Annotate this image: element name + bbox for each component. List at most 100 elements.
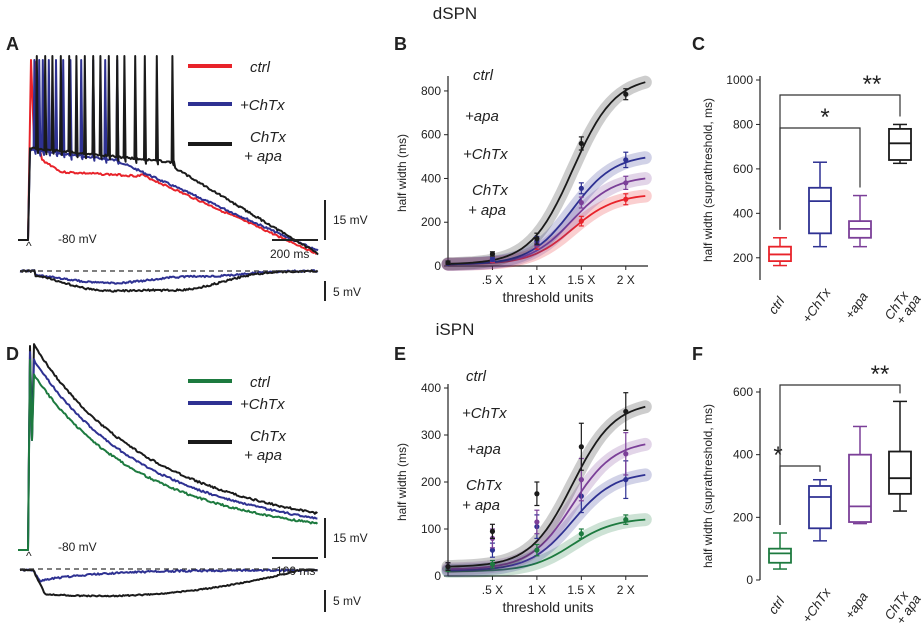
series-label: ChTx [472, 182, 508, 199]
x-tick-label: 1.5 X [567, 583, 595, 597]
panel-a-traces [18, 55, 319, 293]
data-point [489, 561, 496, 567]
data-point [578, 531, 584, 537]
scale-d-small: 5 mV [333, 594, 361, 608]
series-label: +apa [465, 108, 499, 125]
fit-line-3 [447, 81, 646, 265]
x-tick-label: 1 X [528, 273, 546, 287]
data-point [489, 528, 496, 534]
data-point [445, 564, 451, 570]
stim-marker-a: ^ [26, 239, 32, 253]
x-axis-label: threshold units [502, 289, 593, 305]
y-tick-label: 200 [733, 510, 753, 524]
y-tick-label: 400 [733, 206, 753, 220]
box [888, 450, 912, 495]
data-point [623, 157, 629, 163]
stim-marker-d: ^ [26, 549, 32, 563]
data-point [578, 218, 584, 224]
data-point [578, 185, 584, 191]
y-tick-label: 800 [421, 84, 441, 98]
data-point [578, 444, 584, 450]
scale-d-v: 15 mV [333, 531, 368, 545]
ispn-title: iSPN [436, 320, 475, 339]
data-point [623, 451, 629, 457]
y-tick-label: 600 [421, 128, 441, 142]
x-tick-label: 2 X [617, 583, 635, 597]
data-point [534, 547, 540, 553]
series-label: +ChTx [463, 146, 508, 163]
legend-d-both-line2: + apa [244, 447, 282, 464]
legend-a-ctrl: ctrl [250, 59, 271, 76]
x-tick-label: .5 X [482, 583, 503, 597]
series-label: ctrl [466, 368, 487, 385]
chart-e: 0 100 200 300 400 .5 X 1 X 1.5 X 2 X threshold un… [395, 368, 652, 615]
panel-letter-e: E [394, 344, 406, 364]
y-tick-label: 300 [421, 428, 441, 442]
data-point [445, 260, 451, 266]
data-point [578, 199, 584, 206]
y-axis-label: half width (ms) [395, 443, 409, 521]
data-point [623, 408, 629, 415]
series-label: + apa [468, 202, 506, 219]
fit-line-1 [447, 474, 646, 572]
series-label: +ChTx [462, 405, 507, 422]
significance-bracket [779, 465, 821, 525]
trace-d-both [18, 343, 318, 551]
data-point [489, 256, 496, 263]
dspn-title: dSPN [433, 4, 477, 23]
fit-line-2 [448, 156, 646, 266]
ahp-d-both [19, 568, 318, 598]
y-axis-label: half width (suprathreshold, ms) [701, 404, 715, 568]
panel-letter-b: B [394, 34, 407, 54]
panel-letter-c: C [692, 34, 705, 54]
y-tick-label: 400 [421, 171, 441, 185]
y-tick-label: 400 [421, 381, 441, 395]
box [888, 127, 912, 161]
chart-c: 200 400 600 800 1000 half width (suprathresho… [701, 71, 921, 327]
category-label: +ChTx [799, 585, 834, 626]
data-point [489, 547, 496, 553]
category-label: ctrl [765, 593, 788, 617]
y-tick-label: 0 [746, 573, 753, 587]
scale-a-t: 200 ms [270, 247, 309, 261]
y-tick-label: 200 [421, 215, 441, 229]
y-tick-label: 100 [421, 522, 441, 536]
data-point [578, 140, 584, 147]
y-axis-label: half width (suprathreshold, ms) [701, 98, 715, 262]
legend-a-chtx: +ChTx [240, 97, 285, 114]
category-label: +ChTx [799, 285, 834, 326]
y-tick-label: 0 [434, 569, 441, 583]
series-label: +apa [467, 441, 501, 458]
series-label: ctrl [473, 67, 494, 84]
box [768, 547, 792, 564]
legend-d-both-line1: ChTx [250, 428, 286, 445]
significance-label: * [820, 104, 829, 131]
trace-a-ctrl [18, 59, 318, 255]
box [808, 186, 832, 235]
fit-line-2 [447, 443, 646, 570]
panel-letter-f: F [692, 344, 703, 364]
significance-label: * [773, 442, 782, 469]
y-tick-label: 800 [733, 117, 753, 131]
scale-a-small: 5 mV [333, 285, 361, 299]
data-point [623, 517, 629, 523]
panel-letter-d: D [6, 344, 19, 364]
series-label: ChTx [466, 477, 502, 494]
y-tick-label: 600 [733, 385, 753, 399]
data-point [534, 491, 540, 497]
legend-a-both-line1: ChTx [250, 129, 286, 146]
y-tick-label: 0 [434, 259, 441, 273]
ahp-a-both [20, 269, 319, 293]
significance-label: ** [871, 361, 890, 388]
panel-d: ctrl +ChTx ChTx + apa -80 mV ^ 15 mV 100… [18, 343, 368, 612]
x-tick-label: 1 X [528, 583, 546, 597]
x-tick-label: 2 X [617, 273, 635, 287]
category-label: +apa [842, 589, 871, 622]
panel-a: ctrl +ChTx ChTx + apa -80 mV ^ 15 mV 200… [18, 55, 368, 301]
panel-letter-a: A [6, 34, 19, 54]
y-tick-label: 600 [733, 162, 753, 176]
ahp-d-chtx [19, 568, 318, 583]
y-tick-label: 1000 [726, 73, 753, 87]
data-point [623, 91, 629, 97]
